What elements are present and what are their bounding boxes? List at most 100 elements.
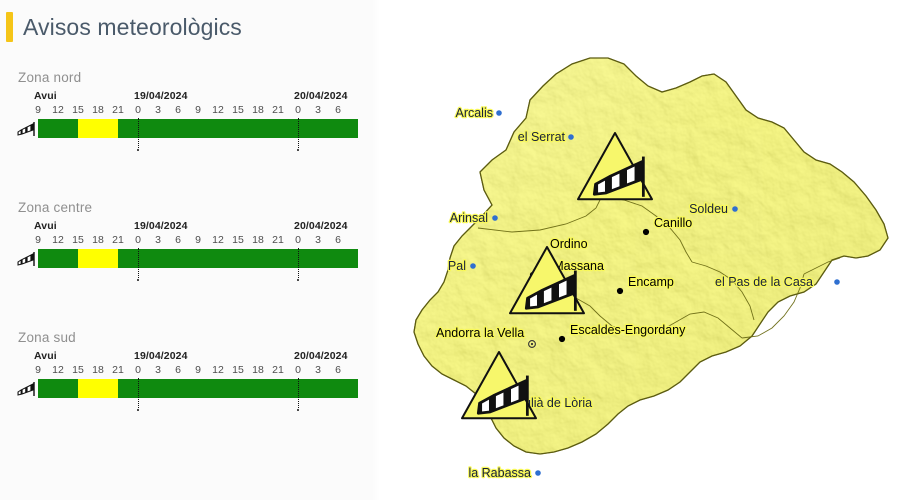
timeline-hour-label: 18 <box>92 364 104 376</box>
timeline-hour-label: 18 <box>92 234 104 246</box>
timeline-hour-label: 9 <box>195 104 201 116</box>
timeline-hour-label: 18 <box>92 104 104 116</box>
timeline-day-label: Avui <box>34 350 57 362</box>
map-city: Canillo <box>642 215 693 236</box>
timeline-day-label: 20/04/2024 <box>294 90 348 102</box>
wind-warning-triangle-icon[interactable] <box>577 132 653 201</box>
andorra-alert-map[interactable]: Arcalis el Serrat Arinsal Soldeu Canillo Ordi… <box>380 0 900 500</box>
zone-title: Zona centre <box>18 200 93 215</box>
resort-dot-icon <box>732 206 738 212</box>
timeline-hour-label: 0 <box>295 104 301 116</box>
alert-segment-groc[interactable] <box>78 379 118 398</box>
resort-dot-icon <box>492 215 498 221</box>
resort-dot-icon <box>496 110 502 116</box>
timeline-bar-row[interactable] <box>0 378 380 412</box>
city-label: Ordino <box>550 237 588 251</box>
resort-dot-icon <box>535 470 541 476</box>
timeline-day-separator <box>298 118 299 148</box>
timeline-hour-label: 3 <box>155 364 161 376</box>
alert-level-bar[interactable] <box>38 378 358 411</box>
alert-segment-verd[interactable] <box>38 249 78 268</box>
alert-segment-verd[interactable] <box>38 379 78 398</box>
timeline-day-separator-dot <box>137 279 139 281</box>
alerts-panel: Avisos meteorològics Zona nord Avui 19/04/… <box>0 0 380 500</box>
timeline-hour-label: 0 <box>295 364 301 376</box>
timeline-hour-label: 0 <box>135 364 141 376</box>
timeline-hour-labels: 9 12 15 18 21 0 3 6 9 12 15 18 21 0 3 6 <box>0 234 380 247</box>
city-label: Encamp <box>628 275 674 289</box>
parish-dot-icon <box>642 228 650 236</box>
alert-segment-groc[interactable] <box>78 119 118 138</box>
map-warning-icons[interactable] <box>461 132 653 420</box>
timeline-day-label: 19/04/2024 <box>134 90 188 102</box>
resort-dot-icon <box>834 279 840 285</box>
timeline-hour-label: 6 <box>175 364 181 376</box>
alert-segment-verd[interactable] <box>118 379 358 398</box>
windsock-icon <box>476 375 529 416</box>
alert-segment-groc[interactable] <box>78 249 118 268</box>
timeline-hour-label: 12 <box>52 104 64 116</box>
map-country-shape[interactable] <box>380 40 900 470</box>
timeline-hour-label: 18 <box>252 234 264 246</box>
timeline-hour-label: 18 <box>252 104 264 116</box>
zone-timeline[interactable]: Avui 19/04/2024 20/04/2024 9 12 15 18 21 0 3 6 9 12 1… <box>0 350 380 412</box>
alert-segment-verd[interactable] <box>118 249 358 268</box>
map-city: Soldeu <box>688 201 738 217</box>
windsock-icon <box>592 156 645 197</box>
timeline-hour-labels: 9 12 15 18 21 0 3 6 9 12 15 18 21 0 3 6 <box>0 104 380 117</box>
timeline-bar-row[interactable] <box>0 248 380 282</box>
timeline-hour-label: 21 <box>272 104 284 116</box>
timeline-hour-label: 15 <box>72 104 84 116</box>
timeline-day-separator-dot <box>297 279 299 281</box>
title-accent-bar <box>6 12 13 42</box>
timeline-day-separator-dot <box>297 409 299 411</box>
alert-level-bar[interactable] <box>38 248 358 281</box>
timeline-day-separator-dot <box>137 409 139 411</box>
map-city: Arinsal <box>449 210 498 226</box>
city-label: Canillo <box>654 216 692 230</box>
timeline-day-labels: Avui 19/04/2024 20/04/2024 <box>0 350 380 364</box>
wind-warning-triangle-icon[interactable] <box>461 351 537 420</box>
city-label: el Serrat <box>518 130 566 144</box>
timeline-hour-label: 12 <box>52 234 64 246</box>
timeline-hour-label: 9 <box>195 234 201 246</box>
city-label: Arcalis <box>455 106 493 120</box>
map-city: Encamp <box>616 274 675 295</box>
resort-dot-icon <box>470 263 476 269</box>
timeline-hour-label: 15 <box>72 364 84 376</box>
timeline-day-label: 20/04/2024 <box>294 350 348 362</box>
timeline-hour-label: 12 <box>212 234 224 246</box>
city-label: Escaldes-Engordany <box>570 323 686 337</box>
timeline-hour-label: 6 <box>335 104 341 116</box>
timeline-hour-label: 21 <box>272 234 284 246</box>
city-label: Soldeu <box>689 202 728 216</box>
timeline-hour-label: 21 <box>112 104 124 116</box>
windsock-icon <box>14 381 36 397</box>
timeline-day-label: Avui <box>34 220 57 232</box>
alert-segment-verd[interactable] <box>118 119 358 138</box>
timeline-day-separator <box>298 248 299 278</box>
timeline-bar-row[interactable] <box>0 118 380 152</box>
timeline-day-label: 19/04/2024 <box>134 350 188 362</box>
zone-title: Zona nord <box>18 70 82 85</box>
wind-warning-triangle-icon[interactable] <box>509 246 585 315</box>
timeline-day-separator <box>298 378 299 408</box>
windsock-icon <box>14 251 36 267</box>
zone-timeline[interactable]: Avui 19/04/2024 20/04/2024 9 12 15 18 21 0 3 6 9 12 1… <box>0 90 380 152</box>
map-city: el Pas de la Casa <box>714 274 840 290</box>
timeline-hour-label: 9 <box>35 104 41 116</box>
timeline-hour-label: 0 <box>135 104 141 116</box>
zone-timeline[interactable]: Avui 19/04/2024 20/04/2024 9 12 15 18 21 0 3 6 9 12 1… <box>0 220 380 282</box>
zone-title: Zona sud <box>18 330 76 345</box>
timeline-hour-label: 21 <box>272 364 284 376</box>
alert-segment-verd[interactable] <box>38 119 78 138</box>
timeline-day-label: 19/04/2024 <box>134 220 188 232</box>
timeline-hour-label: 15 <box>232 104 244 116</box>
alert-level-bar[interactable] <box>38 118 358 151</box>
map-city: Arcalis <box>454 105 502 121</box>
timeline-hour-label: 3 <box>155 234 161 246</box>
map-city: Ordino <box>540 236 589 264</box>
city-label: el Pas de la Casa <box>715 275 813 289</box>
